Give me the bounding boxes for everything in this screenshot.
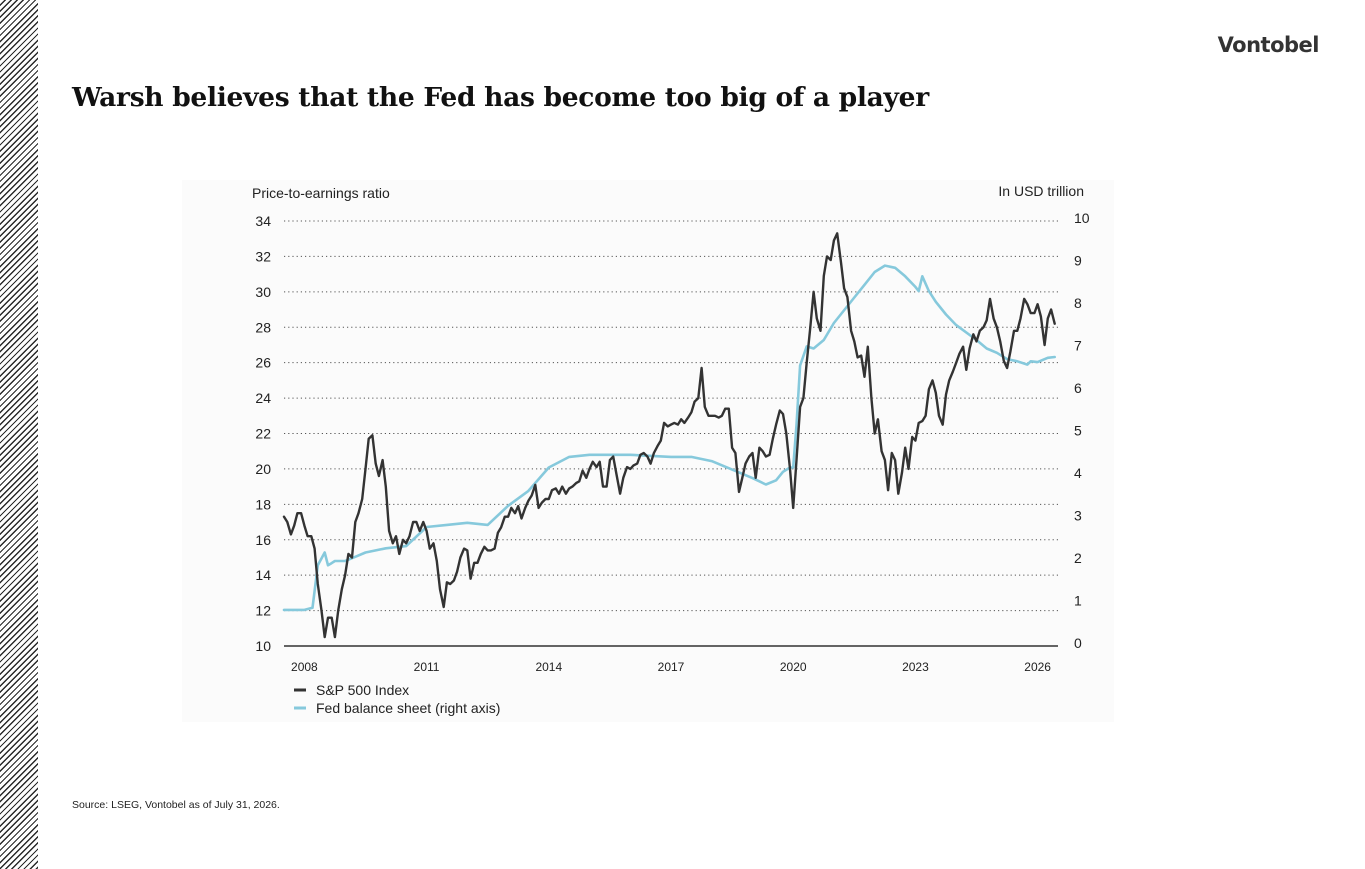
y-left-tick-label: 12 <box>255 603 271 619</box>
series-line-sp500 <box>282 232 1056 639</box>
legend-label: Fed balance sheet (right axis) <box>316 700 500 716</box>
y-left-tick-label: 10 <box>255 638 271 654</box>
y-left-tick-label: 16 <box>255 532 271 548</box>
y-right-axis-label: In USD trillion <box>998 183 1084 199</box>
y-left-axis-label: Price-to-earnings ratio <box>252 185 390 201</box>
brand-logo: Vontobel <box>1217 33 1320 57</box>
chart-panel: Price-to-earnings ratio In USD trillion 34… <box>182 180 1114 722</box>
y-right-tick-label: 4 <box>1074 465 1082 481</box>
y-right-tick-label: 0 <box>1074 635 1082 651</box>
y-right-tick-label: 8 <box>1074 295 1082 311</box>
y-right-tick-label: 5 <box>1074 423 1082 439</box>
y-left-tick-label: 34 <box>255 213 271 229</box>
x-tick-label: 2011 <box>414 660 440 674</box>
y-left-tick-label: 24 <box>255 390 271 406</box>
y-left-tick-label: 14 <box>255 567 271 583</box>
y-left-tick-label: 22 <box>255 426 271 442</box>
hatched-margin-decoration <box>0 0 38 869</box>
y-right-tick-label: 6 <box>1074 380 1082 396</box>
x-tick-label: 2008 <box>291 660 318 674</box>
page-title: Warsh believes that the Fed has become t… <box>72 82 929 113</box>
x-tick-label: 2017 <box>658 660 685 674</box>
y-right-tick-label: 1 <box>1074 593 1082 609</box>
y-left-tick-label: 20 <box>255 461 271 477</box>
y-left-tick-label: 32 <box>255 248 271 264</box>
x-tick-label: 2020 <box>780 660 807 674</box>
legend-label: S&P 500 Index <box>316 682 409 698</box>
y-right-tick-label: 7 <box>1074 338 1082 354</box>
y-right-tick-label: 9 <box>1074 253 1082 269</box>
y-right-tick-label: 2 <box>1074 550 1082 566</box>
source-note: Source: LSEG, Vontobel as of July 31, 20… <box>72 799 280 811</box>
line-chart: Price-to-earnings ratio In USD trillion34… <box>252 183 1090 716</box>
y-left-tick-label: 30 <box>255 284 271 300</box>
y-right-tick-label: 10 <box>1074 210 1090 226</box>
y-right-tick-label: 3 <box>1074 508 1082 524</box>
x-tick-label: 2023 <box>902 660 929 674</box>
x-tick-label: 2014 <box>535 660 562 674</box>
y-left-tick-label: 18 <box>255 496 271 512</box>
y-left-tick-label: 28 <box>255 319 271 335</box>
x-tick-label: 2026 <box>1024 660 1051 674</box>
y-left-tick-label: 26 <box>255 355 271 371</box>
series-line-fed-balance-sheet <box>282 264 1056 612</box>
